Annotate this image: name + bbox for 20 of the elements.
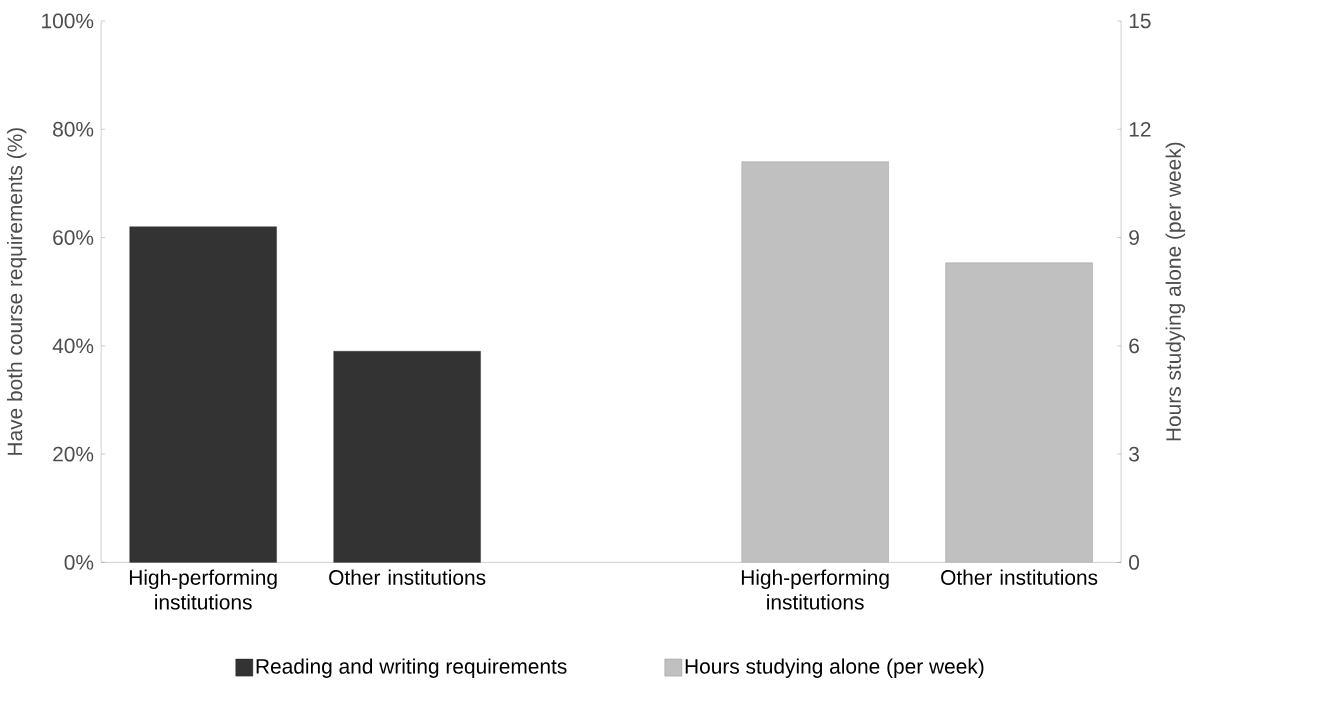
x-tick-label: Other institutions: [329, 569, 486, 585]
y2-tick-label: 0: [1129, 554, 1140, 570]
x-tick-label: High-performing institutions: [129, 569, 277, 610]
y-tick-label: 40%: [52, 338, 94, 354]
legend-label: Hours studying alone (per week): [685, 658, 984, 678]
y-tick-label: 60%: [53, 230, 94, 245]
y2-tick-label: 9: [1129, 230, 1139, 245]
y-tick-label: 80%: [53, 121, 94, 137]
y2-tick-label: 12: [1129, 121, 1151, 137]
y2-tick-label: 6: [1129, 338, 1139, 354]
y2-tick-label: 15: [1129, 13, 1151, 29]
y-tick-label: 0%: [64, 554, 94, 570]
y-tick-label: 20%: [53, 446, 94, 462]
y2-tick-label: 3: [1129, 446, 1139, 462]
y2-axis-title: Hours studying alone (per week): [1165, 142, 1186, 441]
x-tick-label: High-performing institutions: [741, 569, 889, 610]
y-axis-title: Have both course requirements (%): [6, 128, 27, 455]
legend-label: Reading and writing requirements: [256, 658, 567, 678]
y-tick-label: 100%: [42, 13, 94, 29]
x-tick-label: Other institutions: [941, 569, 1098, 585]
